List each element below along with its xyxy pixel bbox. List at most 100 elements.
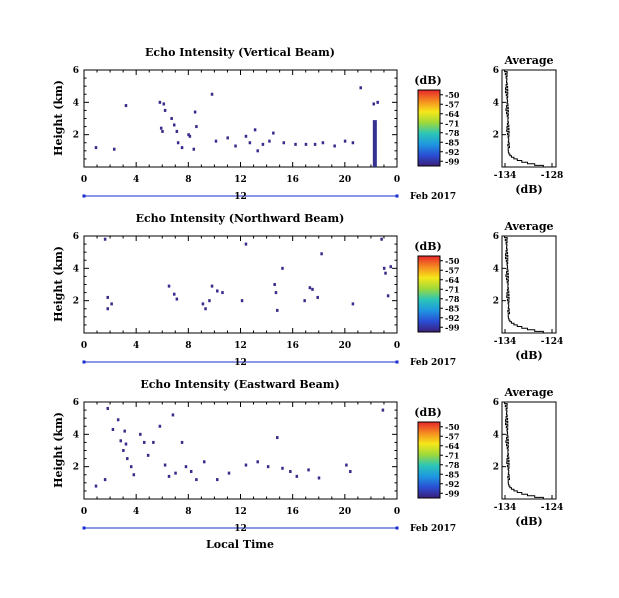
average-y-tick-label: 6 — [493, 398, 499, 408]
echo-cell — [171, 413, 175, 417]
echo-cell — [320, 252, 323, 256]
panel-title: Echo Intensity (Eastward Beam) — [140, 378, 339, 391]
echo-cell — [161, 129, 164, 133]
colorbar: (dB) -50-57-64-71-78-85-92-99 — [414, 406, 460, 499]
x-tick-label: 20 — [339, 341, 352, 351]
echo-cell — [281, 266, 284, 270]
panel-eastward-beam: Echo Intensity (Eastward Beam) Height (k… — [52, 378, 563, 534]
x-tick-label: 20 — [339, 175, 352, 185]
heatmap-plot-area: 0 4 8 12 16 20 0 2 4 6 12 Feb 2017 — [73, 66, 456, 202]
echo-cell — [184, 465, 188, 469]
echo-cell — [126, 457, 129, 461]
echo-cell — [256, 149, 259, 153]
colorbar-unit: (dB) — [414, 240, 441, 253]
y-axis-label: Height (km) — [52, 412, 65, 488]
plot-frame — [83, 235, 398, 334]
echo-cell — [193, 110, 197, 114]
echo-cell — [195, 478, 198, 482]
echo-cell — [167, 284, 171, 288]
echo-cell — [189, 470, 193, 474]
echo-cell — [123, 429, 126, 433]
x-tick-label: 16 — [286, 507, 299, 517]
echo-cell — [180, 146, 184, 150]
colorbar-tick-label: -57 — [445, 99, 459, 109]
colorbar-swatch — [417, 89, 441, 167]
date-axis-end — [395, 360, 399, 364]
x-tick-label: 12 — [234, 175, 247, 185]
average-y-tick-label: 4 — [493, 430, 499, 440]
echo-cell — [311, 287, 314, 291]
echo-cell — [276, 308, 279, 312]
colorbar-tick-label: -71 — [445, 118, 459, 128]
echo-cell — [158, 424, 162, 428]
average-profile-plot: Average 2 4 6 -134 -128 (dB) — [493, 54, 564, 196]
x-tick-label: 16 — [286, 175, 299, 185]
echo-cell — [276, 436, 279, 440]
echo-cell — [158, 100, 162, 104]
echo-cell — [195, 125, 198, 129]
y-tick-label: 2 — [73, 297, 79, 307]
echo-cell — [94, 146, 98, 150]
average-title: Average — [503, 386, 553, 399]
echo-cell — [201, 302, 205, 306]
x-tick-label: 4 — [133, 341, 139, 351]
date-axis-end — [82, 360, 86, 364]
colorbar-tick-label: -92 — [445, 147, 459, 157]
colorbar-tick-label: -78 — [445, 294, 460, 304]
echo-cell — [116, 418, 120, 422]
echo-cell — [152, 440, 155, 444]
echo-cell — [132, 473, 136, 477]
average-profile-line — [504, 402, 554, 500]
average-x-label: (dB) — [515, 183, 542, 196]
echo-cell — [244, 134, 248, 138]
average-x-label: (dB) — [515, 515, 542, 528]
colorbar-tick-label: -57 — [445, 431, 459, 441]
echo-cell — [163, 108, 167, 112]
echo-cell — [381, 408, 385, 412]
echo-cell — [216, 289, 219, 293]
date-label: Feb 2017 — [410, 524, 456, 534]
average-x-tick-label: -134 — [494, 171, 517, 181]
echo-cell — [167, 474, 171, 478]
day-label: 12 — [234, 192, 247, 202]
echo-cell — [159, 126, 163, 130]
average-frame — [501, 235, 557, 334]
echo-cell — [106, 406, 109, 410]
echo-cell — [308, 286, 312, 290]
y-tick-label: 4 — [73, 264, 79, 274]
echo-cell — [266, 465, 270, 469]
colorbar-tick-label: -64 — [445, 275, 460, 285]
x-tick-label: 0 — [394, 175, 400, 185]
date-axis-end — [82, 194, 86, 198]
echo-cell — [214, 139, 218, 143]
colorbar-tick-label: -78 — [445, 128, 460, 138]
echo-cell — [163, 463, 167, 467]
average-x-tick-label: -128 — [541, 171, 564, 181]
echo-cell — [304, 142, 308, 146]
average-x-label: (dB) — [515, 349, 542, 362]
echo-cell — [202, 460, 206, 464]
panel-northward-beam: Echo Intensity (Northward Beam) Height (… — [52, 212, 563, 368]
x-tick-label: 8 — [185, 341, 191, 351]
heatmap-plot-area: 0 4 8 12 16 20 0 2 4 6 12 Feb 2017 — [73, 232, 456, 368]
average-x-tick-label: -134 — [494, 337, 517, 347]
plot-frame — [83, 69, 398, 168]
echo-cell — [351, 141, 355, 145]
average-title: Average — [503, 220, 553, 233]
day-label: 12 — [234, 358, 247, 368]
x-tick-label: 20 — [339, 507, 352, 517]
colorbar-tick-label: -92 — [445, 313, 459, 323]
x-tick-label: 8 — [185, 175, 191, 185]
x-tick-label: 4 — [133, 175, 139, 185]
y-tick-label: 2 — [73, 463, 79, 473]
echo-cell — [175, 297, 179, 301]
x-tick-label: 8 — [185, 507, 191, 517]
echo-cell — [187, 133, 190, 137]
y-axis-label: Height (km) — [52, 246, 65, 322]
colorbar-tick-label: -85 — [445, 469, 459, 479]
echo-cell — [384, 271, 387, 275]
echo-cell — [380, 237, 383, 241]
colorbar-tick-label: -85 — [445, 303, 459, 313]
date-axis-end — [395, 526, 399, 530]
